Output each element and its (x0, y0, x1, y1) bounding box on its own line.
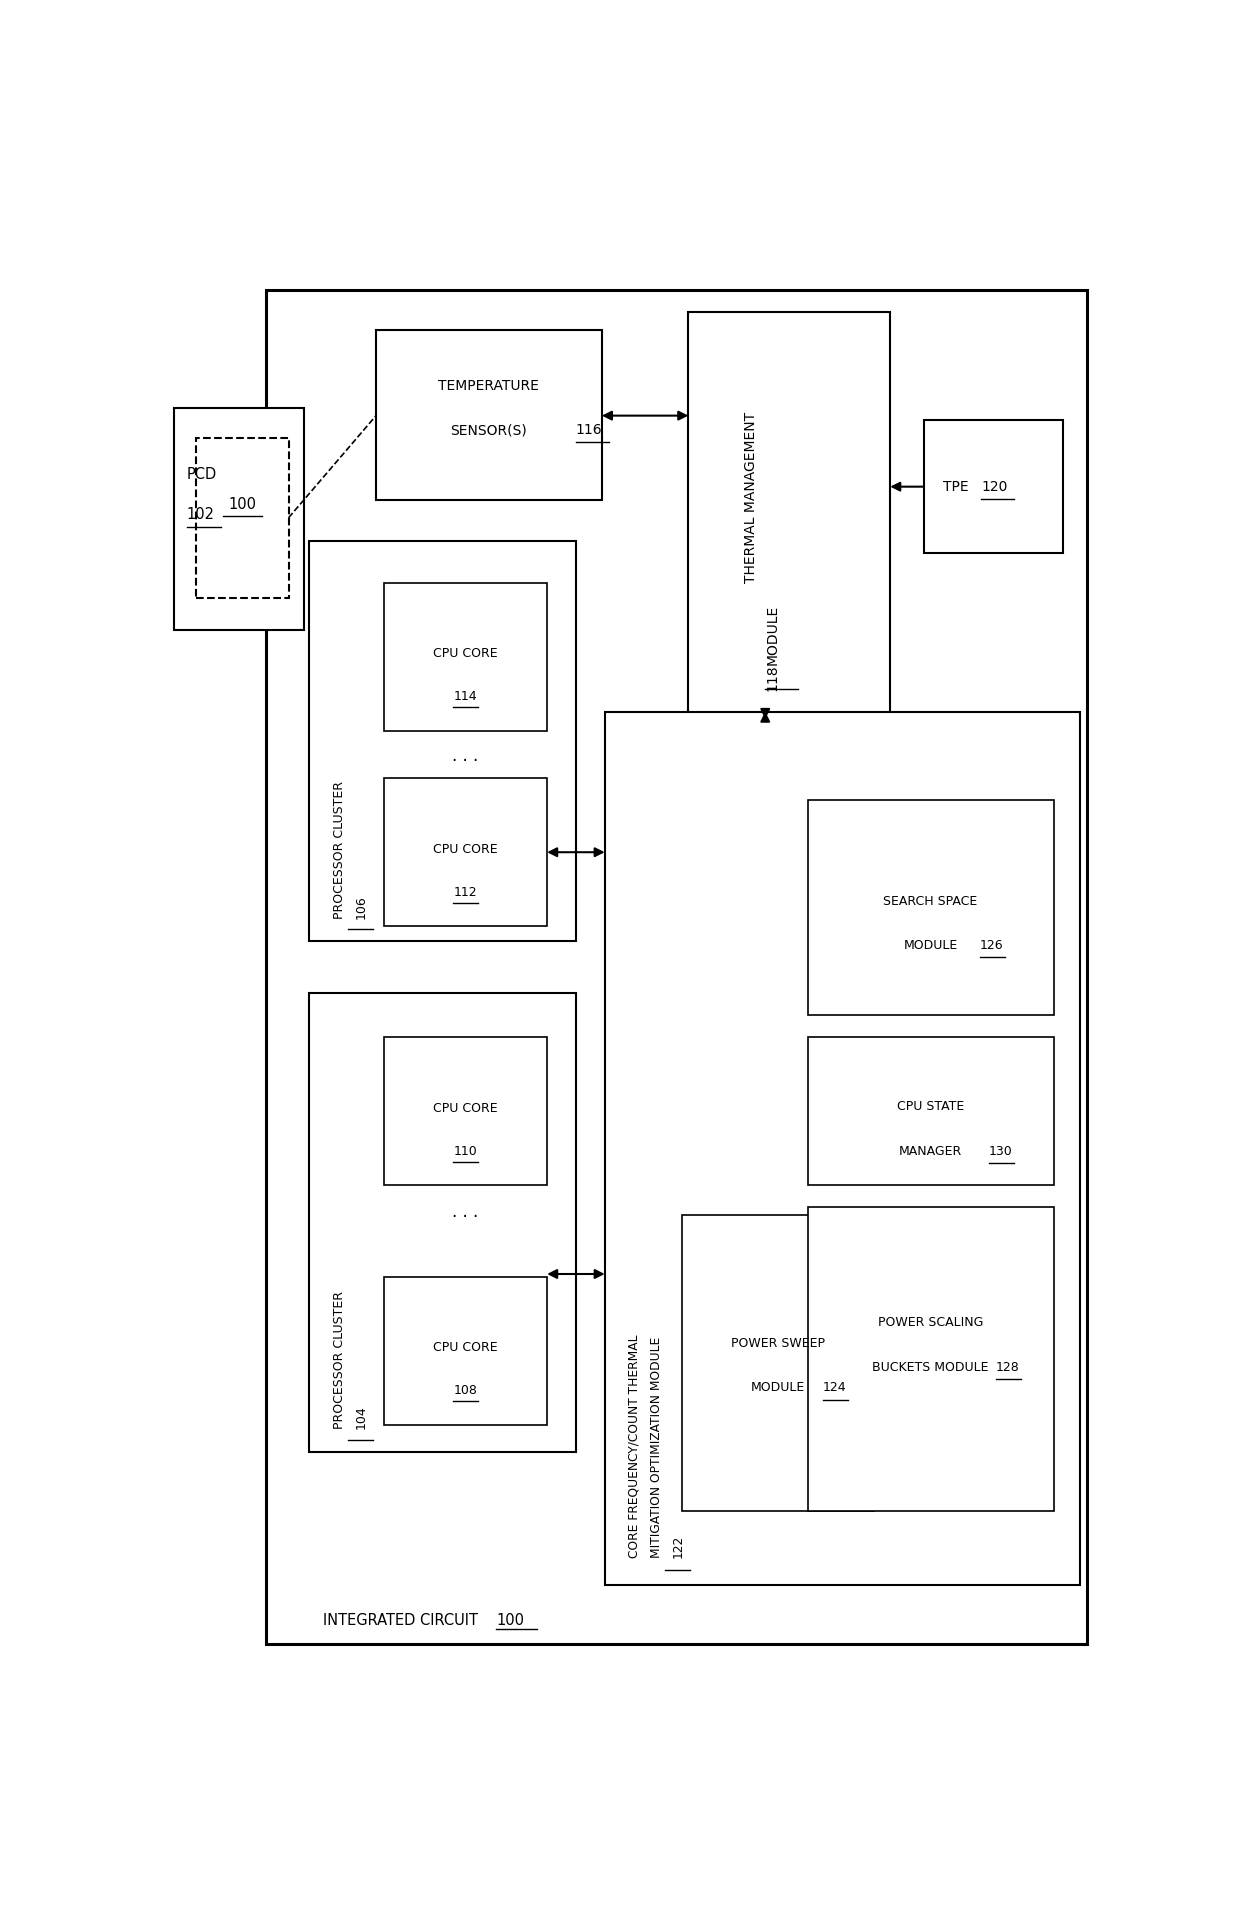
Text: 110: 110 (454, 1146, 477, 1157)
Text: CPU CORE: CPU CORE (433, 1342, 497, 1355)
Text: 116: 116 (575, 423, 603, 438)
Text: CPU CORE: CPU CORE (433, 842, 497, 855)
Text: PROCESSOR CLUSTER: PROCESSOR CLUSTER (332, 1292, 346, 1430)
Text: MITIGATION OPTIMIZATION MODULE: MITIGATION OPTIMIZATION MODULE (650, 1338, 663, 1559)
Text: THERMAL MANAGEMENT: THERMAL MANAGEMENT (744, 411, 758, 582)
FancyBboxPatch shape (383, 1038, 547, 1186)
Text: . . .: . . . (453, 748, 479, 765)
Text: 108: 108 (454, 1384, 477, 1397)
FancyBboxPatch shape (383, 582, 547, 730)
FancyBboxPatch shape (808, 800, 1054, 1015)
Text: 100: 100 (228, 498, 257, 511)
FancyBboxPatch shape (924, 421, 1063, 554)
Text: PROCESSOR CLUSTER: PROCESSOR CLUSTER (332, 780, 346, 919)
FancyBboxPatch shape (808, 1207, 1054, 1511)
Text: MODULE: MODULE (766, 605, 780, 665)
Text: 122: 122 (672, 1536, 684, 1559)
FancyBboxPatch shape (376, 331, 601, 500)
Text: 106: 106 (355, 896, 368, 919)
Text: TPE: TPE (942, 480, 968, 494)
Text: 130: 130 (990, 1146, 1013, 1157)
FancyBboxPatch shape (682, 1215, 874, 1511)
FancyBboxPatch shape (309, 994, 575, 1451)
Text: INTEGRATED CIRCUIT: INTEGRATED CIRCUIT (324, 1613, 479, 1628)
Text: SEARCH SPACE: SEARCH SPACE (883, 894, 977, 907)
Text: 124: 124 (823, 1382, 847, 1395)
Text: POWER SWEEP: POWER SWEEP (730, 1338, 825, 1349)
Text: . . .: . . . (453, 1203, 479, 1220)
Text: 100: 100 (496, 1613, 525, 1628)
Text: BUCKETS MODULE: BUCKETS MODULE (872, 1361, 988, 1374)
Text: 104: 104 (355, 1405, 368, 1430)
Text: 114: 114 (454, 690, 477, 703)
Text: MODULE: MODULE (750, 1382, 805, 1395)
Text: CPU CORE: CPU CORE (433, 648, 497, 661)
FancyBboxPatch shape (605, 711, 1080, 1586)
FancyBboxPatch shape (688, 311, 890, 719)
Text: SENSOR(S): SENSOR(S) (450, 423, 527, 438)
Text: 128: 128 (996, 1361, 1019, 1374)
Text: CPU STATE: CPU STATE (897, 1099, 965, 1113)
Text: MANAGER: MANAGER (899, 1146, 962, 1157)
FancyBboxPatch shape (808, 1038, 1054, 1186)
Text: 126: 126 (980, 940, 1003, 951)
Text: 102: 102 (187, 507, 215, 523)
Text: 120: 120 (982, 480, 1008, 494)
Text: POWER SCALING: POWER SCALING (878, 1317, 983, 1330)
Text: CPU CORE: CPU CORE (433, 1101, 497, 1115)
Text: CORE FREQUENCY/COUNT THERMAL: CORE FREQUENCY/COUNT THERMAL (627, 1334, 641, 1559)
FancyBboxPatch shape (265, 290, 1087, 1643)
Text: 112: 112 (454, 886, 477, 899)
FancyBboxPatch shape (383, 778, 547, 926)
FancyBboxPatch shape (196, 438, 289, 598)
Text: TEMPERATURE: TEMPERATURE (438, 379, 539, 392)
Text: 118: 118 (766, 665, 780, 690)
FancyBboxPatch shape (309, 542, 575, 942)
FancyBboxPatch shape (174, 407, 304, 630)
Text: MODULE: MODULE (904, 940, 957, 951)
Text: PCD: PCD (187, 467, 217, 482)
FancyBboxPatch shape (383, 1276, 547, 1424)
